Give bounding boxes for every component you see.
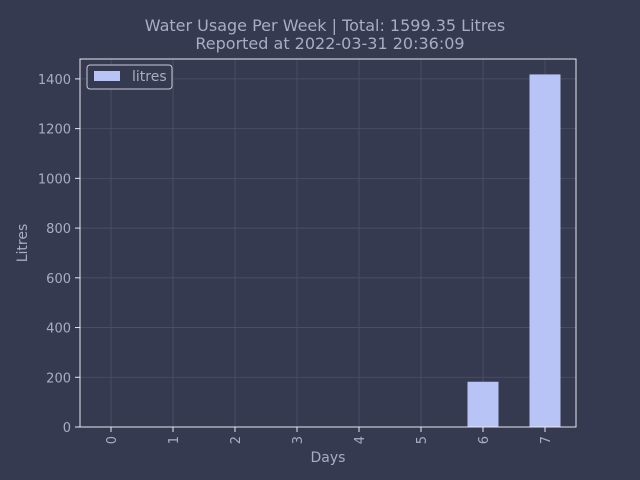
x-tick-label: 2 bbox=[229, 436, 244, 444]
legend-swatch bbox=[94, 71, 120, 81]
x-axis-ticks: 0 1 2 3 4 5 6 7 bbox=[105, 427, 554, 444]
chart-title-line2: Reported at 2022-03-31 20:36:09 bbox=[195, 34, 464, 53]
y-tick-label: 200 bbox=[46, 371, 71, 386]
y-tick-label: 400 bbox=[46, 322, 71, 337]
legend: litres bbox=[86, 64, 173, 90]
y-tick-label: 1000 bbox=[38, 172, 71, 187]
y-tick-label: 800 bbox=[46, 222, 71, 237]
x-tick-label: 3 bbox=[291, 436, 306, 444]
y-axis-label: Litres bbox=[15, 224, 31, 263]
x-tick-label: 0 bbox=[105, 436, 120, 444]
chart-title-line1: Water Usage Per Week | Total: 1599.35 Li… bbox=[145, 16, 505, 35]
x-tick-label: 4 bbox=[353, 436, 368, 444]
plot-frame bbox=[79, 58, 577, 428]
y-tick-label: 1200 bbox=[38, 123, 71, 138]
x-tick-label: 7 bbox=[539, 436, 554, 444]
bar-day-6 bbox=[467, 381, 499, 427]
x-axis-label: Days bbox=[311, 450, 346, 466]
x-tick-label: 1 bbox=[167, 436, 182, 444]
x-tick-label: 6 bbox=[477, 436, 492, 444]
y-axis-ticks: 0 200 400 600 800 1000 1200 1400 bbox=[38, 73, 80, 436]
x-tick-label: 5 bbox=[415, 436, 430, 444]
y-tick-label: 0 bbox=[63, 421, 71, 436]
y-tick-label: 1400 bbox=[38, 73, 71, 88]
bar-day-7 bbox=[529, 74, 561, 428]
legend-label: litres bbox=[132, 69, 167, 85]
bars bbox=[467, 74, 561, 428]
grid-lines bbox=[80, 59, 576, 428]
y-tick-label: 600 bbox=[46, 272, 71, 287]
